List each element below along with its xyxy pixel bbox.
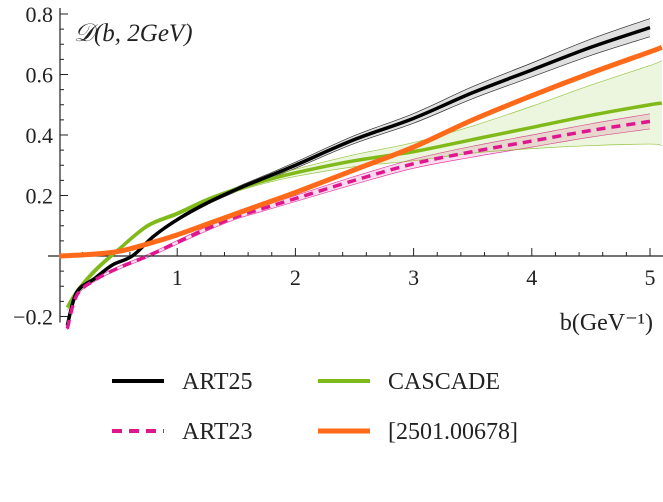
line-cascade	[65, 101, 663, 309]
legend-label-cascade: CASCADE	[388, 369, 500, 395]
line-2501-00678	[58, 44, 663, 259]
legend-label-art23: ART23	[182, 419, 253, 445]
axes: −0.2 0.2 0.4 0.6 0.8 1 2 3 4 5	[13, 2, 663, 330]
series-lines	[58, 25, 663, 330]
legend-label-2501-00678: [2501.00678]	[388, 419, 518, 445]
legend-label-art25: ART25	[182, 369, 253, 395]
legend: ART25 ART23 CASCADE [2501.00678]	[112, 369, 518, 445]
x-tick-label: 1	[172, 265, 183, 290]
line-art23	[65, 119, 651, 330]
x-tick-label: 5	[645, 265, 656, 290]
y-tick-label: 0.2	[26, 184, 54, 209]
band-lower-cascade	[66, 143, 662, 311]
y-tick-label: −0.2	[13, 305, 53, 330]
x-tick-label: 2	[290, 265, 301, 290]
uncertainty-bands	[66, 18, 662, 330]
band-cascade	[67, 60, 662, 311]
y-tick-label: 0.6	[26, 63, 54, 88]
x-tick-label: 3	[408, 265, 419, 290]
band-art25	[67, 18, 651, 327]
band-lower-art23	[66, 128, 651, 330]
x-axis-label: b(GeV⁻¹)	[560, 310, 653, 336]
line-art25	[65, 25, 651, 327]
y-tick-label: 0.4	[26, 123, 54, 148]
y-tick-label: 0.8	[26, 2, 54, 27]
chart-title: 𝒟(b, 2GeV)	[74, 20, 193, 47]
x-tick-label: 4	[526, 265, 537, 290]
band-art23	[67, 113, 651, 330]
